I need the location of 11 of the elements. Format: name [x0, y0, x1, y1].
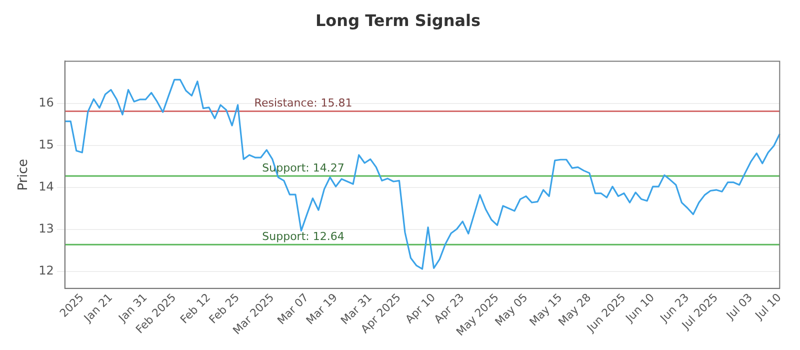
- y-tick-label: 15: [38, 137, 54, 152]
- ref-line-label: Support: 12.64: [262, 230, 344, 243]
- x-tick-label: Jul 10: [752, 290, 784, 323]
- y-tick-label: 16: [38, 95, 54, 110]
- ref-line-label: Resistance: 15.81: [254, 96, 352, 110]
- y-tick-label: 14: [38, 180, 54, 194]
- y-axis-title: Price: [16, 158, 32, 191]
- y-tick-label: 13: [38, 222, 54, 236]
- chart-title: Long Term Signals: [315, 10, 481, 30]
- y-tick-label: 12: [38, 264, 54, 278]
- x-tick-label: Jul 03: [723, 290, 755, 323]
